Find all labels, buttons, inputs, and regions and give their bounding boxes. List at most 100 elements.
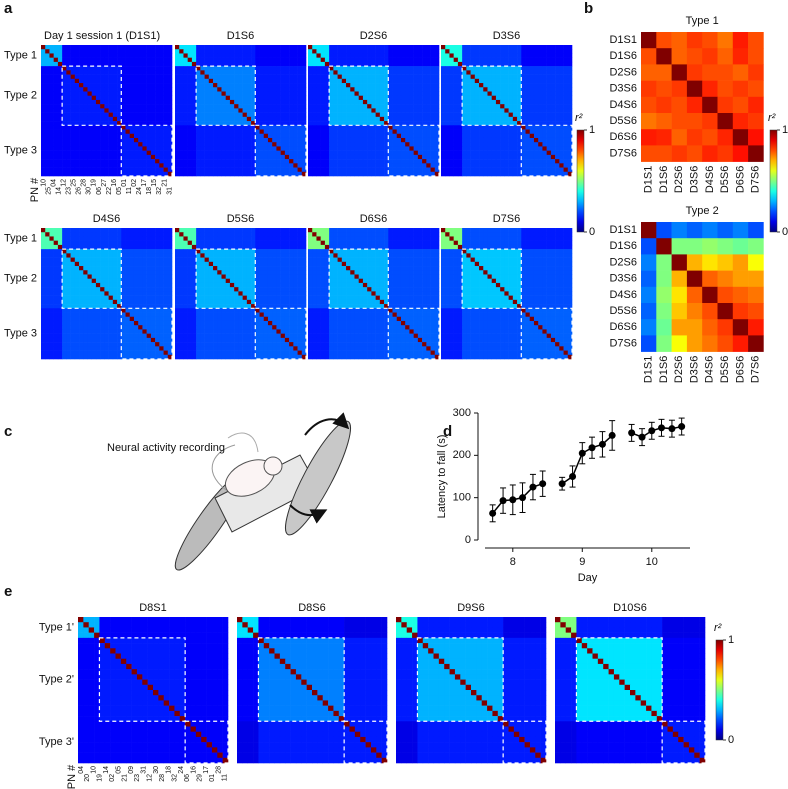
- heatmap-cell: [225, 154, 231, 160]
- heatmap-cell: [567, 167, 573, 173]
- heatmap-cell: [512, 154, 518, 160]
- heatmap-cell: [221, 83, 227, 88]
- heatmap-cell: [358, 61, 364, 67]
- heatmap-cell: [45, 66, 50, 71]
- heatmap-cell: [41, 159, 46, 164]
- heatmap-cell: [200, 146, 205, 151]
- heatmap-cell: [187, 45, 193, 50]
- heatmap-cell: [125, 87, 131, 92]
- pn-id: 32: [156, 187, 163, 195]
- heatmap-cell: [466, 146, 471, 151]
- heatmap-cell: [87, 274, 93, 280]
- heatmap-cell: [422, 74, 427, 80]
- heatmap-cell: [320, 154, 326, 160]
- heatmap-cell: [57, 45, 63, 50]
- heatmap-cell: [57, 121, 63, 126]
- heatmap-cell: [409, 163, 414, 168]
- heatmap-cell: [45, 342, 50, 347]
- heatmap-cell: [259, 78, 265, 84]
- heatmap-cell: [413, 137, 419, 143]
- heatmap-cell: [104, 116, 109, 122]
- heatmap-cell: [229, 108, 235, 113]
- heatmap-cell: [517, 112, 522, 118]
- heatmap-cell: [204, 137, 210, 143]
- heatmap-cell: [234, 142, 239, 147]
- heatmap-cell: [83, 159, 88, 164]
- heatmap-cell: [150, 342, 156, 347]
- heatmap-cell: [62, 171, 67, 177]
- heatmap-cell: [276, 78, 281, 84]
- heatmap-cell: [159, 354, 164, 360]
- heatmap-cell: [133, 236, 139, 241]
- heatmap-cell: [409, 61, 414, 67]
- heatmap-cell: [272, 163, 277, 168]
- heatmap-cell: [255, 45, 260, 50]
- heatmap-cell: [272, 121, 277, 126]
- heatmap-cell: [112, 112, 118, 118]
- heatmap-cell: [474, 154, 480, 160]
- heatmap-cell: [251, 74, 256, 80]
- heatmap-cell: [280, 45, 286, 50]
- heatmap-cell: [87, 261, 93, 267]
- heatmap-cell: [204, 91, 210, 97]
- heatmap-cell: [346, 91, 351, 97]
- heatmap-cell: [521, 133, 526, 139]
- heatmap-cell: [512, 171, 518, 177]
- heatmap-cell: [308, 142, 313, 147]
- heatmap-cell: [251, 154, 256, 160]
- heatmap-cell: [196, 61, 201, 67]
- heatmap-cell: [125, 261, 131, 267]
- heatmap-cell: [183, 142, 188, 147]
- heatmap-cell: [550, 167, 556, 173]
- heatmap-cell: [112, 236, 118, 241]
- heatmap-cell: [125, 278, 131, 284]
- heatmap-cell: [371, 133, 376, 139]
- heatmap-cell: [225, 74, 231, 80]
- heatmap-cell: [521, 78, 526, 84]
- heatmap-cell: [41, 308, 46, 313]
- heatmap-cell: [196, 228, 201, 233]
- heatmap-cell: [196, 87, 201, 92]
- heatmap-cell: [445, 163, 450, 168]
- heatmap-cell: [384, 66, 389, 71]
- heatmap-cell: [272, 159, 277, 164]
- heatmap-cell: [333, 66, 338, 71]
- heatmap-cell: [491, 159, 497, 164]
- heatmap-cell: [529, 142, 535, 147]
- heatmap-cell: [445, 116, 450, 122]
- heatmap-cell: [229, 53, 235, 58]
- heatmap-cell: [312, 95, 317, 101]
- heatmap-cell: [567, 78, 573, 84]
- group-box: [61, 65, 122, 126]
- heatmap-cell: [521, 87, 526, 92]
- heatmap-cell: [567, 129, 573, 135]
- heatmap-cell: [422, 154, 427, 160]
- heatmap-cell: [74, 108, 80, 113]
- heatmap-cell: [470, 61, 476, 67]
- heatmap-cell: [112, 329, 118, 334]
- heatmap-cell: [329, 61, 334, 67]
- heatmap-cell: [445, 53, 450, 58]
- heatmap-cell: [112, 167, 118, 173]
- heatmap-cell: [297, 142, 303, 147]
- heatmap-cell: [504, 167, 509, 173]
- heatmap-cell: [449, 108, 454, 113]
- heatmap-cell: [183, 133, 188, 139]
- heatmap-cell: [121, 78, 126, 84]
- heatmap-cell: [371, 78, 376, 84]
- heatmap-cell: [483, 167, 488, 173]
- heatmap-cell: [358, 142, 364, 147]
- heatmap-cell: [117, 228, 122, 233]
- heatmap-cell: [289, 129, 294, 135]
- heatmap-cell: [49, 99, 54, 105]
- heatmap-cell: [70, 257, 76, 263]
- heatmap-cell: [104, 70, 109, 75]
- heatmap-cell: [495, 129, 501, 135]
- heatmap-cell: [208, 137, 214, 143]
- heatmap-cell: [329, 159, 334, 164]
- heatmap-cell: [559, 57, 564, 63]
- heatmap-cell: [413, 129, 419, 135]
- heatmap-cell: [95, 291, 101, 296]
- heatmap-cell: [453, 91, 459, 97]
- heatmap-cell: [316, 133, 321, 139]
